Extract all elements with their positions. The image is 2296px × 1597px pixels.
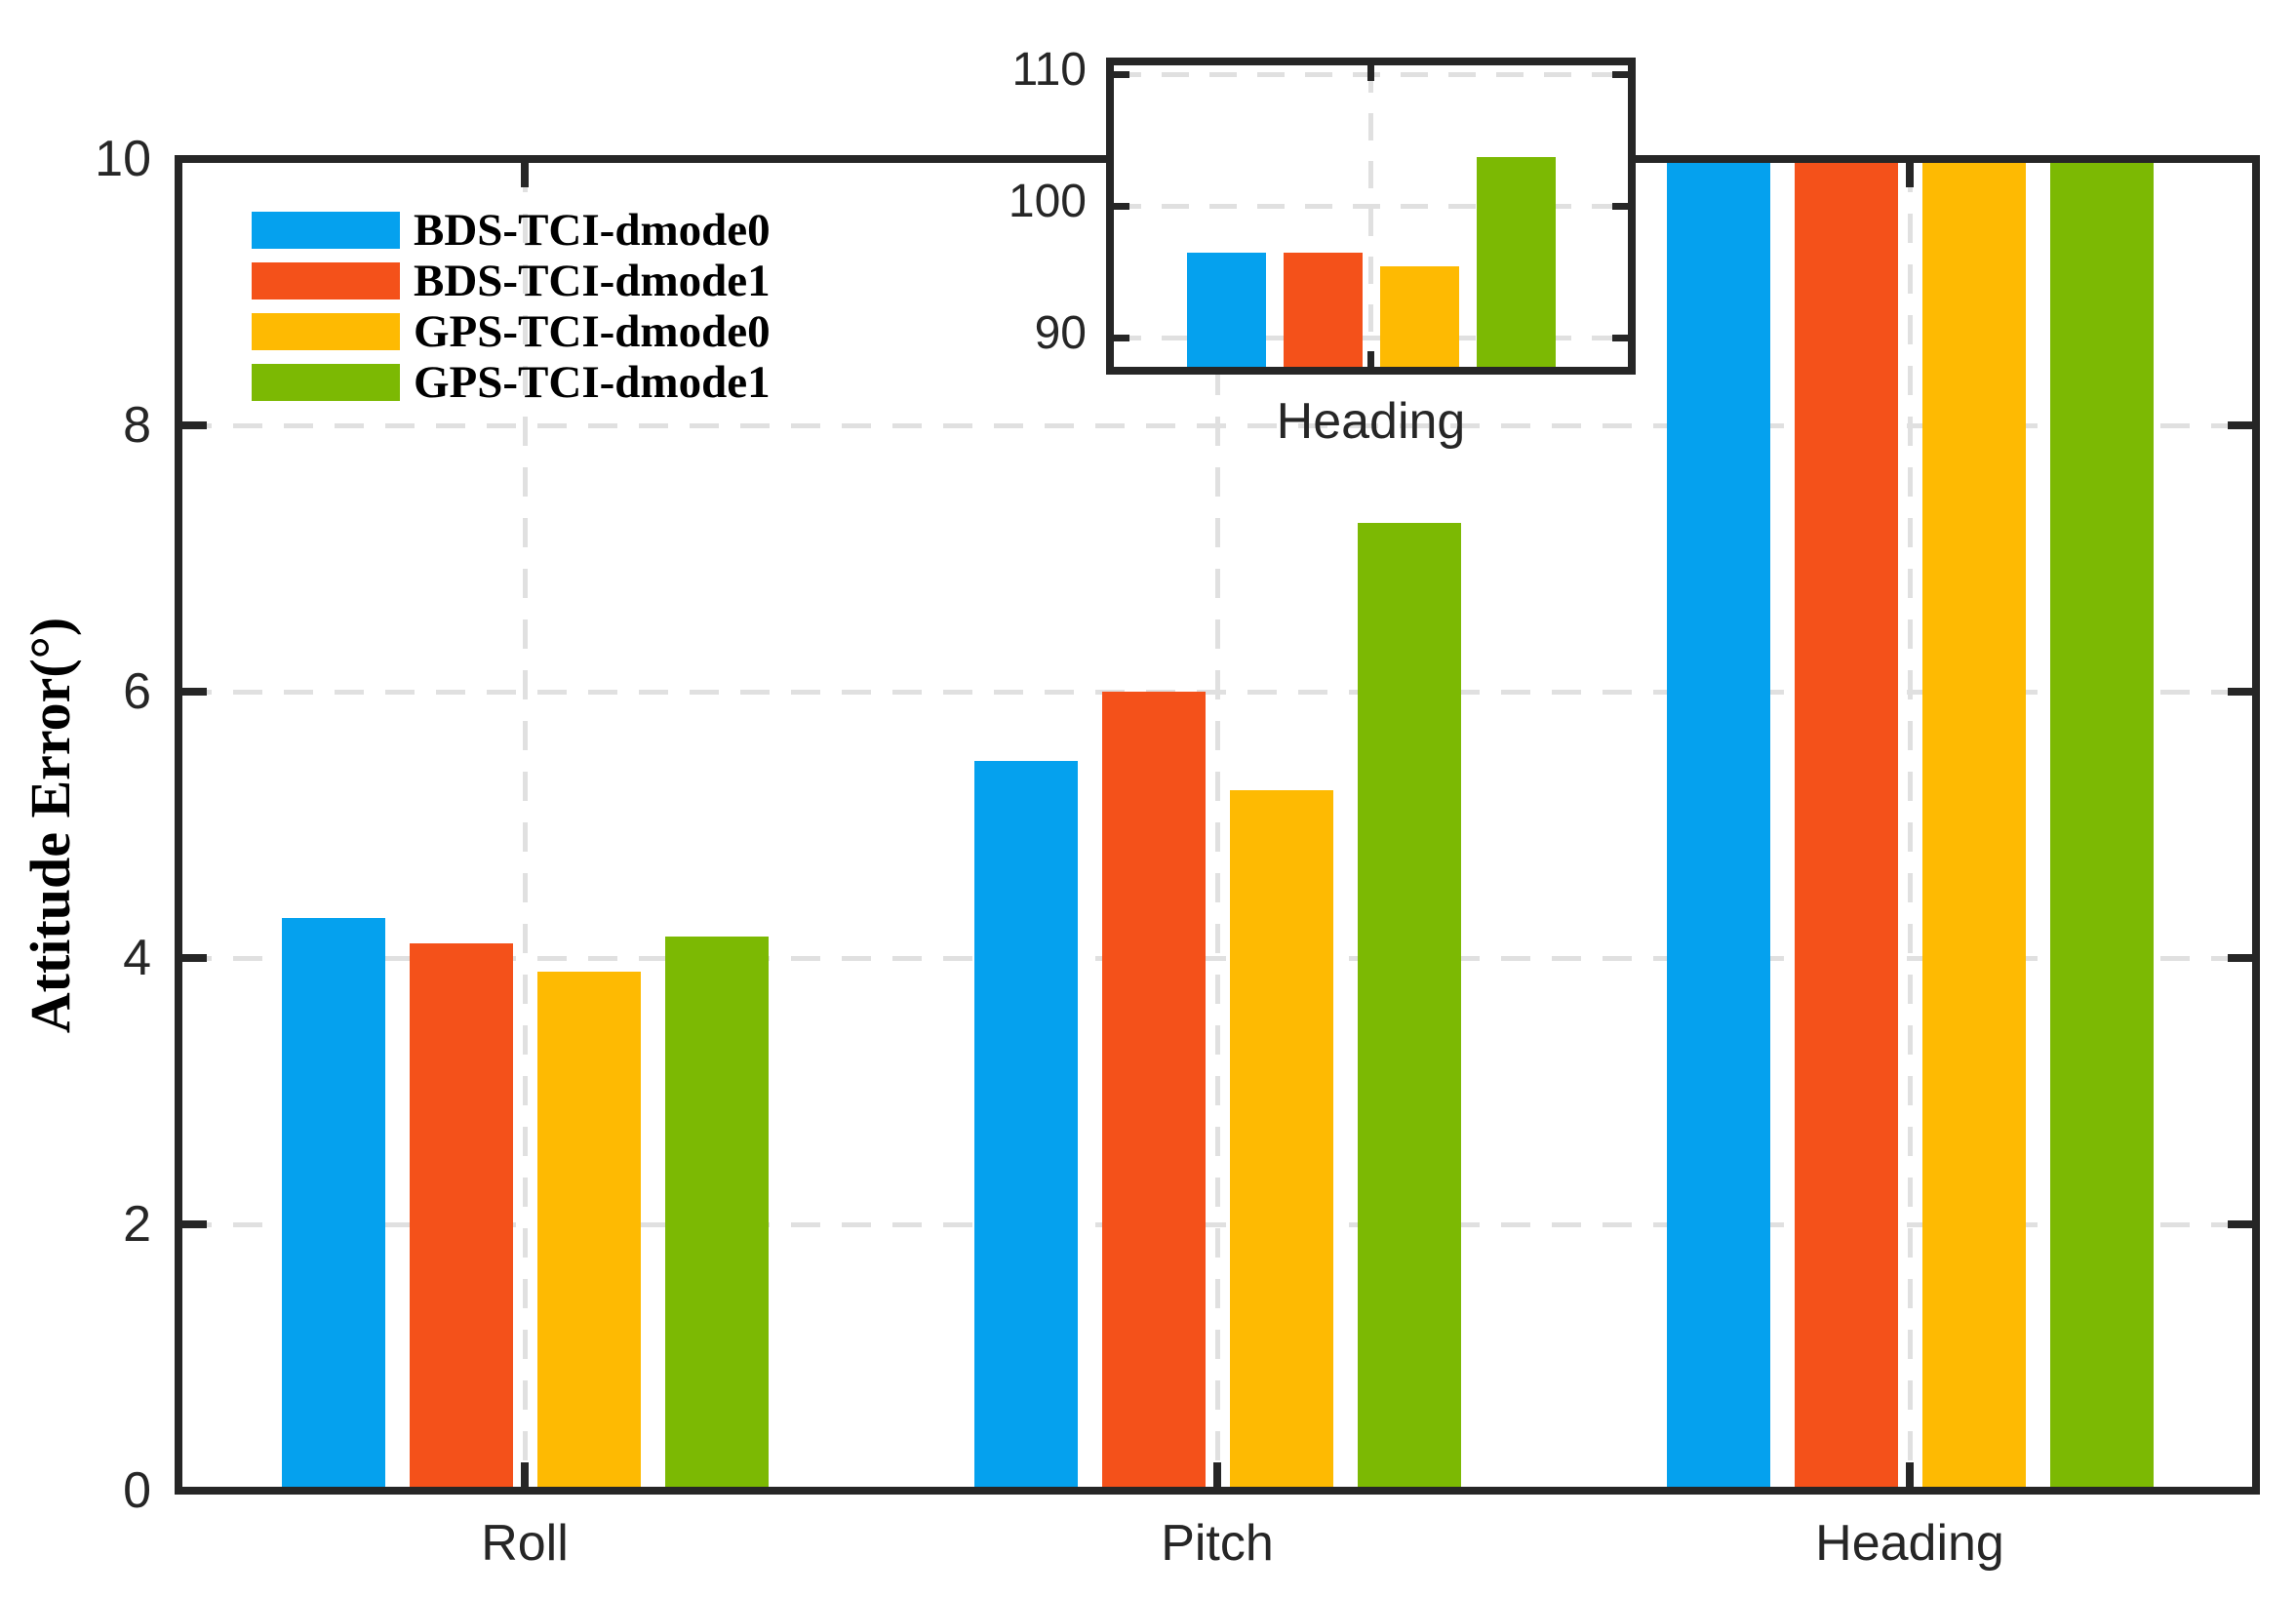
legend-swatch <box>252 212 400 249</box>
y-tick-left <box>182 688 207 696</box>
legend-label: GPS-TCI-dmode1 <box>414 356 771 408</box>
x-category-label: Roll <box>481 1515 569 1572</box>
legend-item: BDS-TCI-dmode1 <box>252 258 771 303</box>
bar-gps-tci-dmode1-heading <box>2049 159 2154 1491</box>
bar-bds-tci-dmode1-roll <box>409 942 513 1491</box>
bar-gps-tci-dmode0-roll <box>536 971 641 1491</box>
inset-bar-bds-tci-dmode1 <box>1283 252 1363 367</box>
bar-bds-tci-dmode0-heading <box>1666 159 1770 1491</box>
inset-chart <box>1106 58 1636 375</box>
horizontal-gridline <box>182 689 2252 695</box>
inset-y-tick-label: 110 <box>1011 44 1087 97</box>
bar-bds-tci-dmode1-pitch <box>1101 692 1206 1491</box>
inset-y-tick-right <box>1612 70 1628 78</box>
inset-y-tick-left <box>1114 70 1129 78</box>
horizontal-gridline <box>182 1221 2252 1227</box>
inset-x-label: Heading <box>1276 393 1466 450</box>
inset-y-tick-right <box>1612 202 1628 210</box>
inset-bar-gps-tci-dmode1 <box>1476 157 1556 367</box>
y-tick-right <box>2228 688 2252 696</box>
legend-label: GPS-TCI-dmode0 <box>414 305 771 357</box>
y-tick-label: 2 <box>123 1196 151 1253</box>
x-category-label: Pitch <box>1161 1515 1274 1572</box>
inset-y-tick-left <box>1114 334 1129 341</box>
inset-x-tick-top <box>1367 65 1374 81</box>
legend-swatch <box>252 313 400 350</box>
vertical-gridline <box>1907 163 1913 1487</box>
inset-y-tick-right <box>1612 334 1628 341</box>
x-tick-bottom <box>1906 1462 1914 1487</box>
inset-x-tick-bottom <box>1367 351 1374 367</box>
y-tick-left <box>182 1220 207 1228</box>
bar-bds-tci-dmode1-heading <box>1794 159 1898 1491</box>
legend-swatch <box>252 364 400 401</box>
y-tick-right <box>2228 1220 2252 1228</box>
legend-label: BDS-TCI-dmode1 <box>414 255 771 306</box>
inset-vertical-gridline <box>1368 65 1373 367</box>
y-tick-label: 6 <box>123 663 151 720</box>
bar-gps-tci-dmode0-pitch <box>1229 790 1333 1491</box>
x-tick-top <box>521 163 529 187</box>
y-tick-label: 0 <box>123 1462 151 1519</box>
horizontal-gridline <box>182 955 2252 961</box>
x-tick-bottom <box>521 1462 529 1487</box>
y-tick-label: 4 <box>123 930 151 986</box>
x-category-label: Heading <box>1815 1515 2004 1572</box>
bar-bds-tci-dmode0-pitch <box>973 760 1078 1491</box>
inset-bar-bds-tci-dmode0 <box>1186 252 1266 367</box>
y-tick-left <box>182 421 207 429</box>
legend-item: BDS-TCI-dmode0 <box>252 207 771 253</box>
y-tick-right <box>2228 954 2252 962</box>
bar-gps-tci-dmode1-roll <box>664 937 769 1491</box>
legend-swatch <box>252 262 400 299</box>
x-tick-bottom <box>1213 1462 1221 1487</box>
inset-y-tick-left <box>1114 202 1129 210</box>
legend: BDS-TCI-dmode0 BDS-TCI-dmode1 GPS-TCI-dmod… <box>252 207 771 415</box>
y-axis-label: Attitude Error(°) <box>19 617 82 1033</box>
bar-gps-tci-dmode1-pitch <box>1357 522 1461 1491</box>
legend-item: GPS-TCI-dmode1 <box>252 359 771 405</box>
y-tick-label: 10 <box>95 131 151 187</box>
horizontal-gridline <box>182 422 2252 428</box>
legend-label: BDS-TCI-dmode0 <box>414 204 771 256</box>
bar-gps-tci-dmode0-heading <box>1921 159 2026 1491</box>
legend-item: GPS-TCI-dmode0 <box>252 308 771 354</box>
x-tick-top <box>1906 163 1914 187</box>
y-tick-left <box>182 954 207 962</box>
bar-bds-tci-dmode0-roll <box>281 918 385 1491</box>
y-tick-right <box>2228 421 2252 429</box>
inset-bar-gps-tci-dmode0 <box>1379 266 1459 367</box>
y-tick-label: 8 <box>123 397 151 454</box>
